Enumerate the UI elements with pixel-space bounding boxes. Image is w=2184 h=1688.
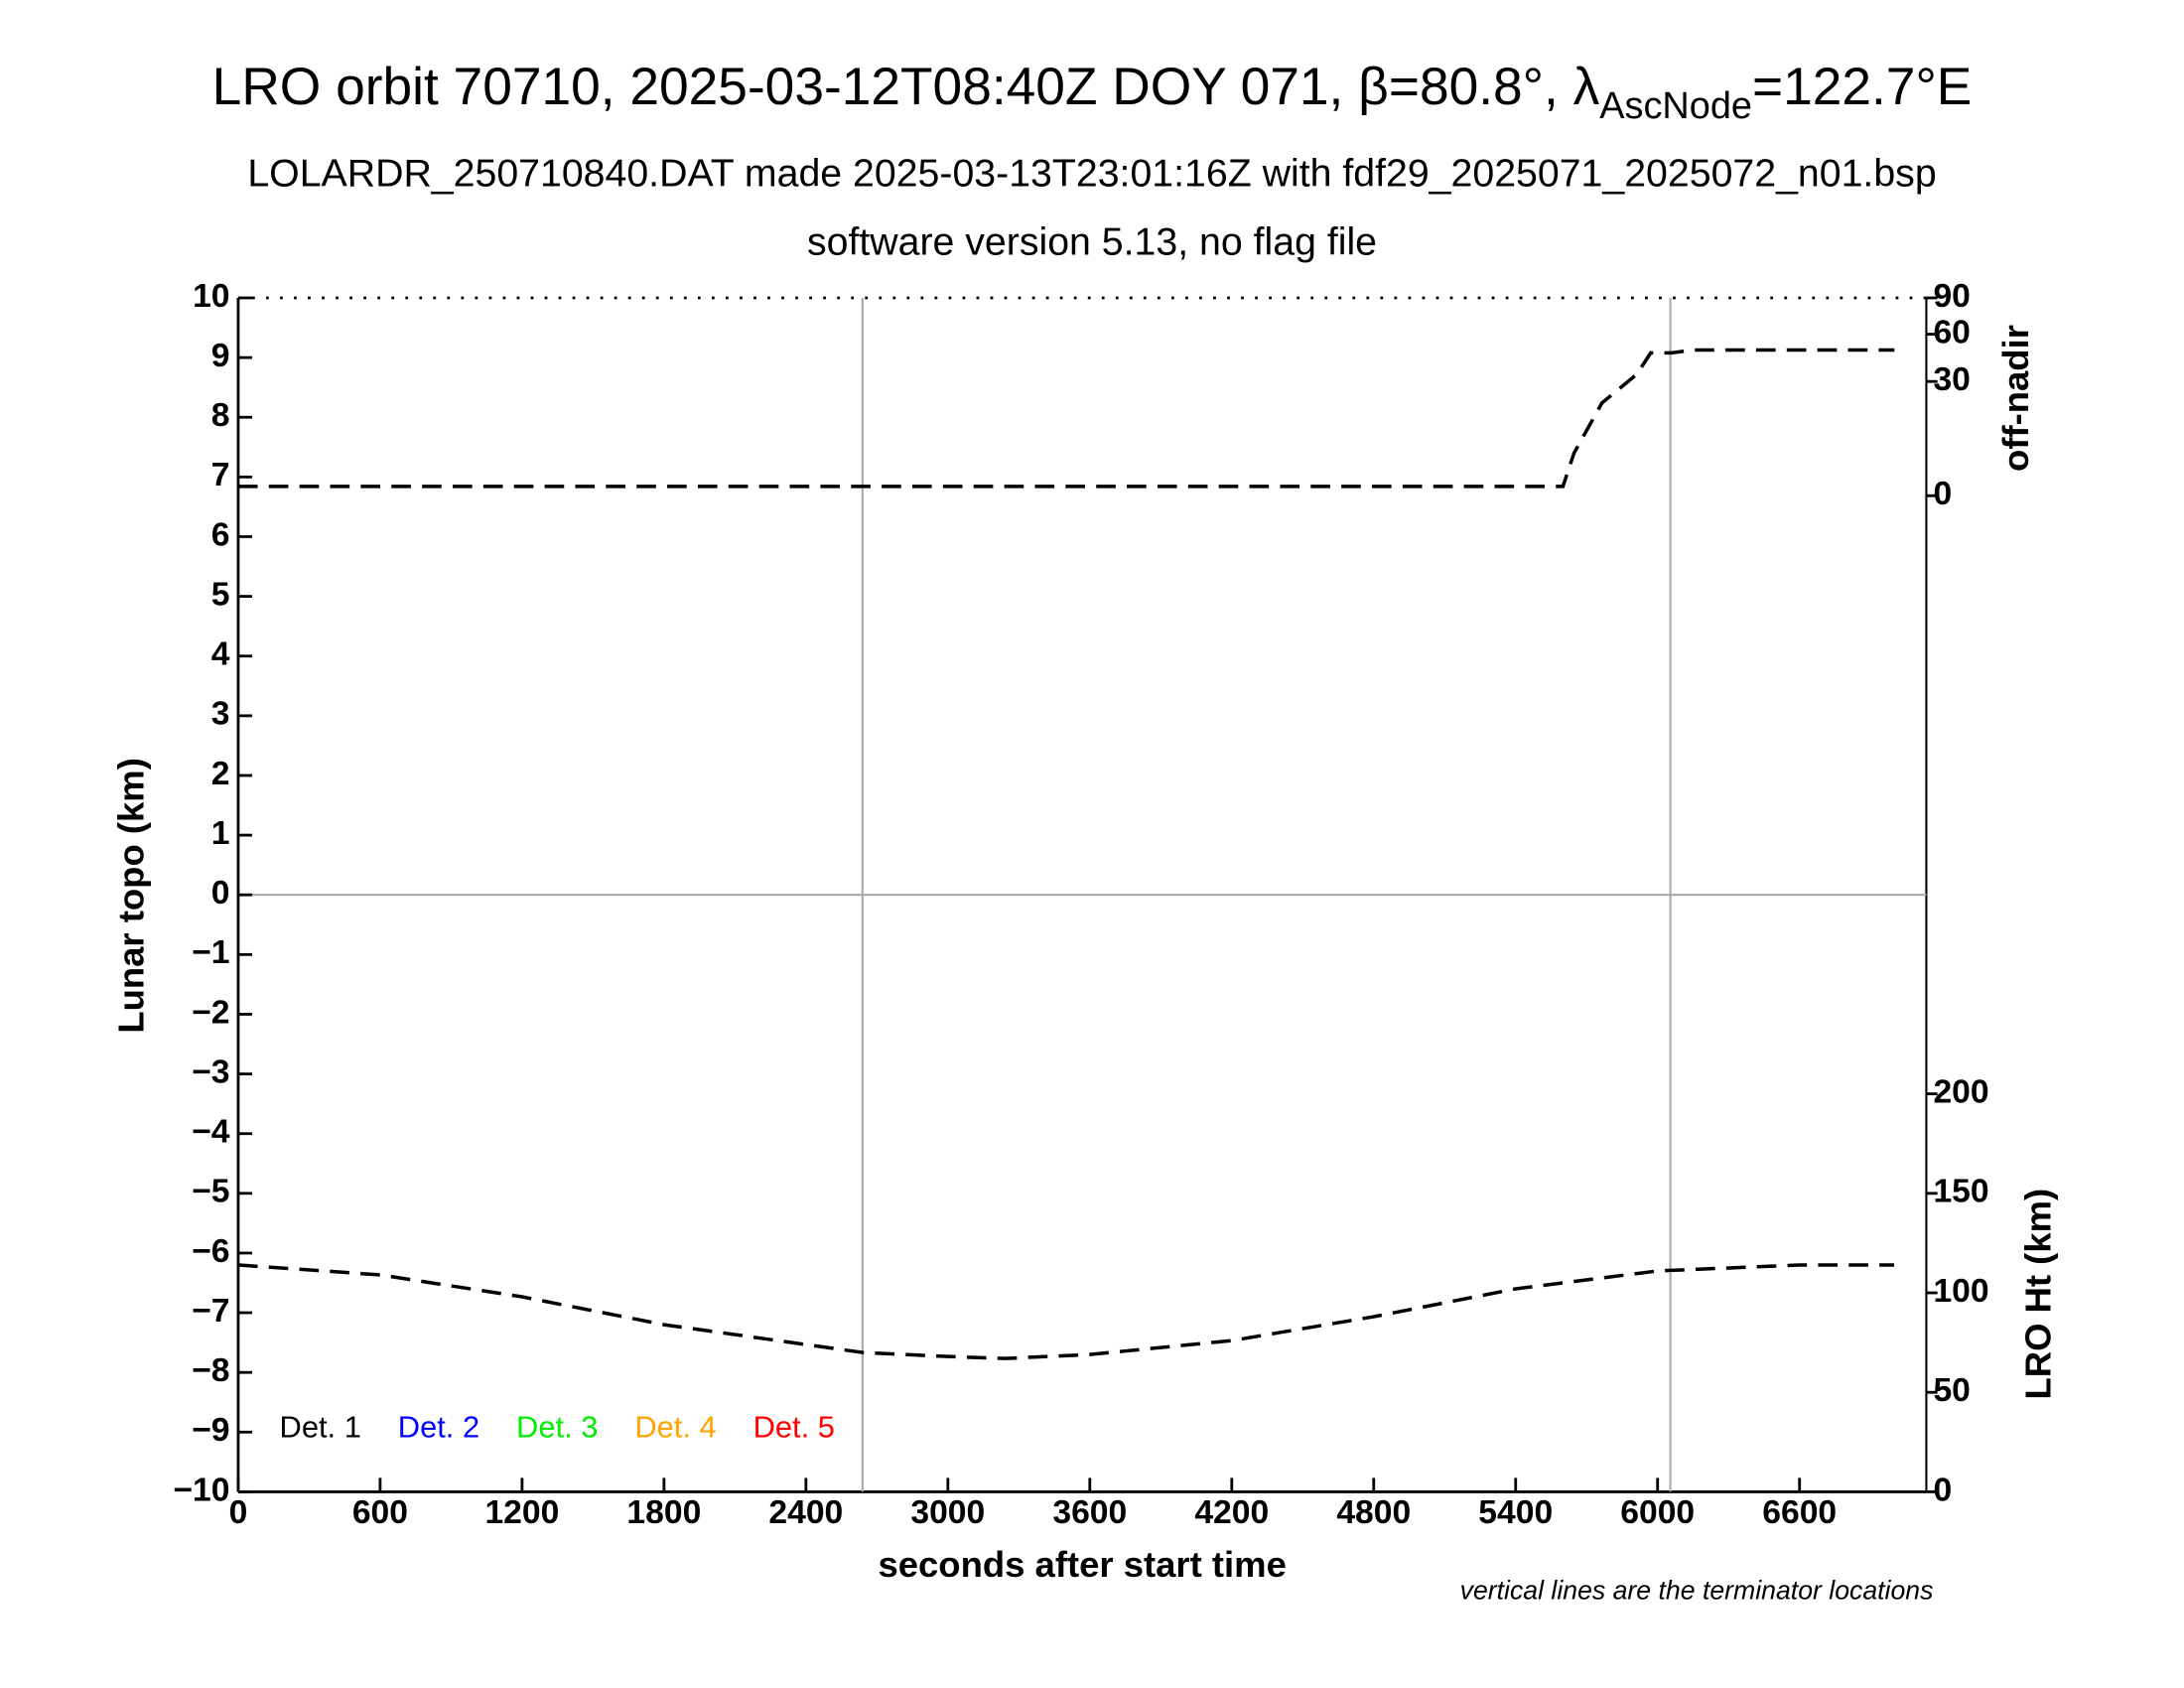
y2-tick-label: 90 (1933, 278, 1970, 315)
y-tick-label: −8 (192, 1352, 229, 1389)
x-tick-label: 3600 (1052, 1494, 1127, 1531)
y-axis-label: Lunar topo (km) (111, 758, 152, 1034)
y-tick-label: 8 (211, 397, 230, 434)
y-tick-label: 0 (211, 875, 230, 912)
subtitle: software version 5.13, no flag file (807, 220, 1377, 264)
y3-tick-label: 200 (1933, 1074, 1988, 1111)
y-tick-label: −4 (192, 1114, 230, 1151)
y3-tick-label: 100 (1933, 1273, 1988, 1310)
title-suffix: =122.7°E (1752, 58, 1972, 116)
series-line (237, 348, 1895, 489)
x-tick-label: 4200 (1194, 1494, 1269, 1531)
x-axis-label: seconds after start time (878, 1544, 1286, 1585)
y-tick-label: 10 (193, 278, 229, 315)
legend-entry: Det. 1 (280, 1410, 361, 1445)
x-tick-label: 6600 (1762, 1494, 1837, 1531)
y3-tick-label: 50 (1933, 1372, 1970, 1409)
y2-tick-label: 0 (1933, 476, 1952, 512)
x-tick-label: 2400 (768, 1494, 843, 1531)
x-tick-label: 0 (229, 1494, 248, 1531)
x-tick-label: 1800 (626, 1494, 701, 1531)
y2-tick-label: 30 (1933, 361, 1970, 398)
y3-tick-label: 0 (1933, 1472, 1952, 1508)
y-tick-label: 7 (211, 457, 230, 493)
legend-entry: Det. 3 (516, 1410, 598, 1445)
note: vertical lines are the terminator locati… (1460, 1575, 1934, 1605)
legend-entry: Det. 5 (753, 1410, 835, 1445)
x-tick-label: 1200 (484, 1494, 559, 1531)
y-tick-label: −1 (192, 934, 229, 971)
y-tick-label: 5 (211, 576, 230, 613)
x-tick-label: 600 (352, 1494, 408, 1531)
y2-tick-label: 60 (1933, 314, 1970, 351)
y-tick-label: 4 (211, 636, 230, 673)
subtitle: LOLARDR_250710840.DAT made 2025-03-13T23… (247, 152, 1936, 196)
x-tick-label: 6000 (1620, 1494, 1695, 1531)
y-tick-label: −6 (192, 1233, 229, 1270)
y-tick-label: −9 (192, 1412, 229, 1449)
y-tick-label: 9 (211, 338, 230, 374)
x-tick-label: 3000 (910, 1494, 985, 1531)
legend-entry: Det. 2 (398, 1410, 479, 1445)
chart-title: LRO orbit 70710, 2025-03-12T08:40Z DOY 0… (212, 58, 1973, 127)
x-tick-label: 5400 (1478, 1494, 1553, 1531)
title-subscript: AscNode (1599, 85, 1752, 127)
y-tick-label: −2 (192, 994, 229, 1031)
title-main: LRO orbit 70710, 2025-03-12T08:40Z DOY 0… (212, 58, 1600, 116)
x-tick-label: 4800 (1336, 1494, 1411, 1531)
y-tick-label: −10 (173, 1472, 229, 1508)
y-tick-label: 2 (211, 756, 230, 792)
y-tick-label: −7 (192, 1293, 229, 1330)
y-tick-label: −5 (192, 1174, 229, 1210)
y3-axis-label: LRO Ht (km) (2017, 1189, 2058, 1400)
legend-entry: Det. 4 (634, 1410, 716, 1445)
y-tick-label: 1 (211, 815, 230, 852)
y-tick-label: 3 (211, 696, 230, 733)
series-line (237, 1263, 1895, 1360)
y3-tick-label: 150 (1933, 1174, 1988, 1210)
y-tick-label: 6 (211, 516, 230, 553)
y2-axis-label: off-nadir (1995, 325, 2036, 472)
y-tick-label: −3 (192, 1054, 229, 1090)
